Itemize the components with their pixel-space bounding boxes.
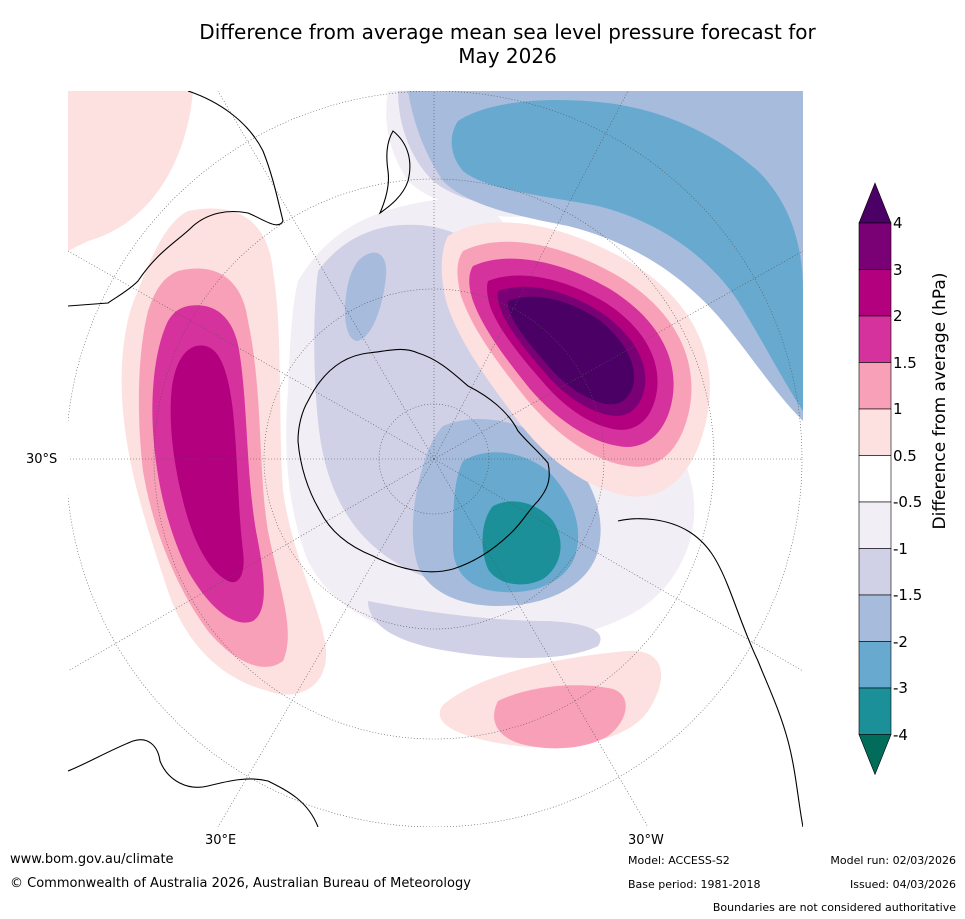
anomaly-pos-0.5-indian — [68, 91, 193, 251]
polar-map — [68, 91, 803, 827]
colorbar-title-wrap: Difference from average (hPa) — [930, 273, 950, 530]
antarctica-coast — [297, 348, 550, 573]
footer-model-run: Model run: 02/03/2026 — [830, 854, 956, 867]
anomaly-neg-1-south — [368, 601, 601, 658]
coastlines — [68, 91, 803, 827]
colorbar-segment — [858, 455, 892, 503]
colorbar-segment — [858, 501, 892, 549]
title-line-2: May 2026 — [458, 44, 557, 68]
colorbar-segment — [858, 408, 892, 456]
colorbar-tick-label: -3 — [893, 679, 908, 697]
colorbar-tick-label: 1 — [893, 400, 903, 418]
colorbar-segment — [858, 687, 892, 735]
colorbar-extend-top — [858, 182, 892, 224]
chart-title: Difference from average mean sea level p… — [60, 20, 955, 68]
title-line-1: Difference from average mean sea level p… — [199, 20, 816, 44]
colorbar-segment — [858, 594, 892, 642]
map-svg — [68, 91, 803, 827]
colorbar-tick-label: -1 — [893, 539, 908, 558]
colorbar-segment — [858, 641, 892, 689]
africa-coast — [68, 739, 319, 827]
colorbar-tick-label: 3 — [893, 260, 903, 279]
colorbar-tick-label: 4 — [893, 214, 903, 232]
colorbar-tick-label: -0.5 — [893, 493, 923, 511]
footer-disclaimer: Boundaries are not considered authoritat… — [712, 901, 956, 914]
footer-model: Model: ACCESS-S2 — [628, 854, 730, 867]
anomaly-pos-1-atlantic — [494, 685, 626, 749]
colorbar-segment — [858, 315, 892, 363]
colorbar-tick-label: -1.5 — [893, 586, 923, 604]
colorbar-tick-label: -2 — [893, 632, 908, 651]
south-america-coast — [617, 518, 803, 827]
footer-copyright: © Commonwealth of Australia 2026, Austra… — [10, 876, 471, 891]
colorbar-segment — [858, 222, 892, 270]
colorbar-segment — [858, 269, 892, 317]
anomaly-neg-2-north — [451, 100, 803, 411]
colorbar — [858, 182, 892, 776]
new-zealand-coast — [378, 130, 411, 215]
footer-base-period: Base period: 1981-2018 — [628, 878, 761, 891]
australia-coast — [68, 91, 284, 307]
colorbar-tick-label: 2 — [893, 307, 903, 325]
colorbar-title: Difference from average (hPa) — [930, 272, 950, 530]
colorbar-tick-label: 1.5 — [893, 353, 917, 372]
colorbar-segment — [858, 548, 892, 596]
lon-label-30w: 30°W — [628, 833, 664, 848]
colorbar-segment — [858, 362, 892, 410]
anomaly-neg-1.5-patch — [344, 252, 387, 341]
lat-label-30s: 30°S — [26, 452, 58, 467]
anomaly-neg-3-south — [482, 501, 561, 585]
lon-label-30e: 30°E — [205, 833, 237, 848]
anomaly-pos-4-centre — [507, 296, 635, 405]
anomaly-pos-2-indian — [170, 345, 244, 583]
footer-website[interactable]: www.bom.gov.au/climate — [10, 852, 174, 867]
colorbar-tick-label: 0.5 — [893, 446, 917, 465]
colorbar-extend-bottom — [858, 734, 892, 776]
colorbar-tick-label: -4 — [893, 725, 908, 744]
footer-issued: Issued: 04/03/2026 — [849, 878, 956, 891]
graticule — [68, 91, 803, 827]
